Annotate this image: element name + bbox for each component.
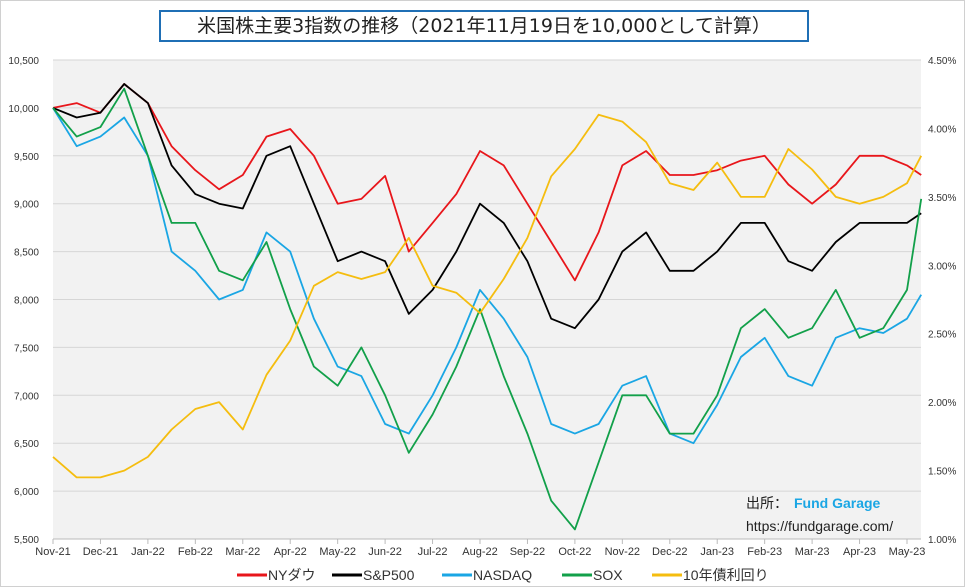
legend-label: S&P500	[363, 567, 415, 583]
series-line-SOX	[52, 87, 923, 531]
x-axis: Nov-21 Dec-21 Jan-22 Feb-22 Mar-22 Apr-22 May-…	[35, 538, 926, 558]
x-tick-label: May-23	[889, 546, 926, 558]
x-tick-label: Nov-21	[35, 546, 70, 558]
y-left-tick-label: 10,500	[8, 56, 39, 67]
legend: NYダウ S&P500 NASDAQ SOX 10年債利回り	[237, 567, 769, 583]
legend-label: 10年債利回り	[683, 567, 769, 583]
series-line-NYダウ	[52, 83, 922, 282]
x-tick-label: Jan-22	[131, 546, 165, 558]
y-left-tick-label: 9,500	[14, 152, 39, 163]
y-left-tick-label: 7,500	[14, 343, 39, 354]
x-tick-label: Oct-22	[558, 546, 591, 558]
series-line-NASDAQ	[52, 107, 922, 445]
y-left-tick-label: 7,000	[14, 391, 39, 402]
y-left-tick-label: 5,500	[14, 535, 39, 546]
y-right-tick-label: 1.00%	[928, 535, 956, 546]
y-left-tick-label: 8,000	[14, 296, 39, 307]
source-url[interactable]: https://fundgarage.com/	[746, 518, 893, 534]
x-tick-label: Dec-22	[652, 546, 687, 558]
y-left-tick-label: 6,000	[14, 487, 39, 498]
y-left-tick-label: 9,000	[14, 200, 39, 211]
x-tick-label: Jun-22	[368, 546, 402, 558]
y-left-tick-label: 6,500	[14, 439, 39, 450]
chart-title: 米国株主要3指数の推移（2021年11月19日を10,000として計算）	[159, 10, 809, 42]
source-label: 出所：	[746, 495, 788, 511]
y-right-tick-label: 2.50%	[928, 330, 956, 341]
x-tick-label: May-22	[319, 546, 356, 558]
x-tick-label: Mar-22	[225, 546, 260, 558]
source-name: Fund Garage	[794, 495, 881, 511]
y-right-tick-label: 3.00%	[928, 261, 956, 272]
right-axis: 1.00% 1.50% 2.00% 2.50% 3.00% 3.50% 4.00% 4.50%	[928, 56, 956, 546]
x-tick-label: Apr-23	[843, 546, 876, 558]
legend-label: SOX	[593, 567, 623, 583]
series-line-10年債利回り	[52, 113, 922, 479]
x-tick-label: Nov-22	[605, 546, 640, 558]
x-tick-label: Jan-23	[700, 546, 734, 558]
y-left-tick-label: 10,000	[8, 104, 39, 115]
legend-label: NYダウ	[268, 567, 315, 583]
x-tick-label: Apr-22	[274, 546, 307, 558]
y-right-tick-label: 4.50%	[928, 56, 956, 67]
x-tick-label: Jul-22	[418, 546, 448, 558]
x-tick-label: Feb-22	[178, 546, 213, 558]
x-tick-label: Sep-22	[510, 546, 545, 558]
x-tick-label: Mar-23	[795, 546, 830, 558]
series-lines	[52, 83, 923, 531]
series-line-S&P500	[52, 83, 922, 330]
y-right-tick-label: 4.00%	[928, 124, 956, 135]
y-right-tick-label: 2.00%	[928, 398, 956, 409]
y-right-tick-label: 1.50%	[928, 467, 956, 478]
y-right-tick-label: 3.50%	[928, 193, 956, 204]
x-tick-label: Dec-21	[83, 546, 118, 558]
x-tick-label: Feb-23	[747, 546, 782, 558]
legend-label: NASDAQ	[473, 567, 532, 583]
left-axis: 5,500 6,000 6,500 7,000 7,500 8,000 8,500 9,000…	[8, 56, 39, 546]
x-tick-label: Aug-22	[462, 546, 497, 558]
y-left-tick-label: 8,500	[14, 248, 39, 259]
